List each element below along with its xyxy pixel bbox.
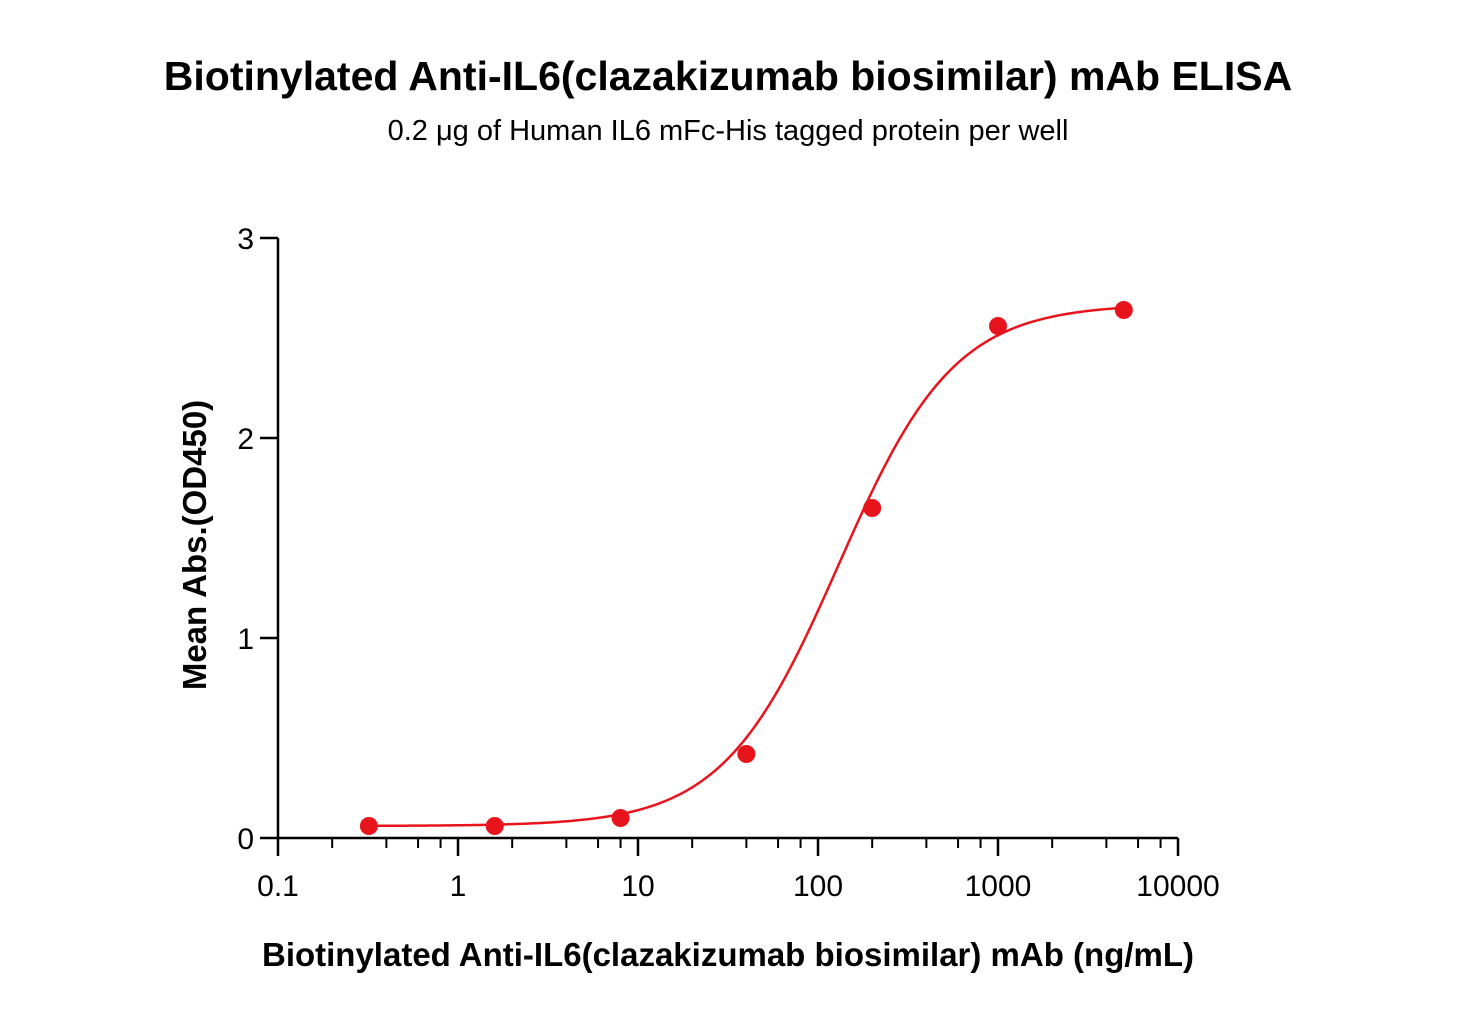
x-tick-label: 10 <box>621 870 654 903</box>
y-tick-label: 3 <box>237 223 254 256</box>
x-tick-label: 1000 <box>965 870 1032 903</box>
data-point <box>737 745 756 763</box>
y-tick-label: 0 <box>237 823 254 856</box>
data-point <box>1114 301 1133 319</box>
x-tick-label: 1 <box>450 870 467 903</box>
y-tick-label: 2 <box>237 423 254 456</box>
x-tick-label: 100 <box>793 870 843 903</box>
chart-subtitle: 0.2 μg of Human IL6 mFc-His tagged prote… <box>388 115 1069 147</box>
y-tick-label: 1 <box>237 623 254 656</box>
y-axis-label: Mean Abs.(OD450) <box>176 400 213 690</box>
x-tick-label: 10000 <box>1136 870 1219 903</box>
chart-title: Biotinylated Anti-IL6(clazakizumab biosi… <box>164 53 1292 99</box>
data-point <box>611 809 630 827</box>
data-point <box>863 499 882 517</box>
y-axis: 0 1 2 3 <box>237 223 280 856</box>
data-point <box>989 317 1007 335</box>
x-axis: 0.1 1 10 100 1000 10000 <box>257 836 1220 903</box>
x-axis-label: Biotinylated Anti-IL6(clazakizumab biosi… <box>262 936 1194 973</box>
data-point <box>359 817 378 835</box>
data-point <box>485 817 504 835</box>
series-layer <box>359 301 1133 835</box>
x-tick-label: 0.1 <box>257 870 299 903</box>
plot-area: 0 1 2 3 0.1 1 10 100 1000 10000 <box>237 223 1219 903</box>
